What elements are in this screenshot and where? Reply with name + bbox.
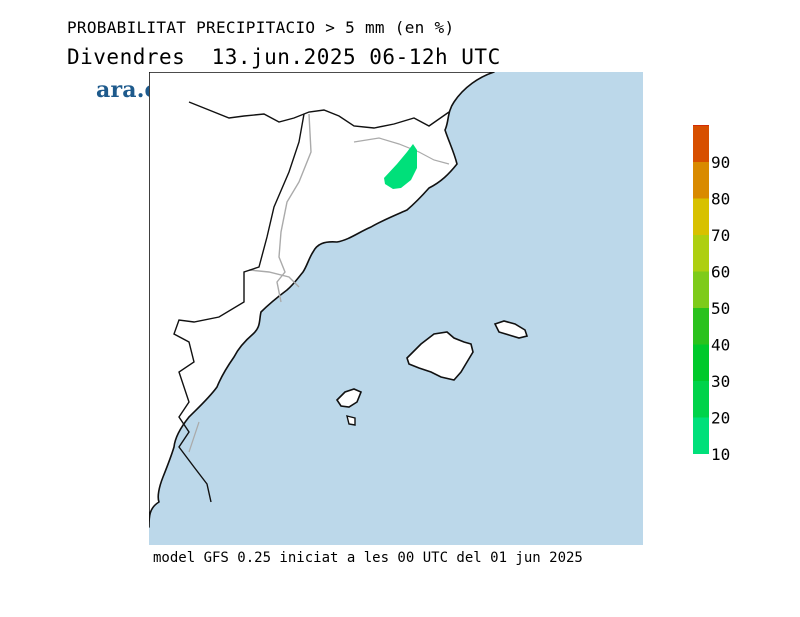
island-formentera (346, 415, 356, 426)
region-boundary-catalonia-west (276, 113, 312, 303)
mainland (149, 72, 495, 528)
legend-swatch (693, 125, 709, 162)
legend-swatch (693, 235, 709, 272)
chart-title: PROBABILITAT PRECIPITACIO > 5 mm (en %) (67, 18, 455, 37)
chart-subtitle: Divendres 13.jun.2025 06-12h UTC (67, 45, 501, 69)
island-mallorca (406, 331, 474, 381)
legend-swatch (693, 417, 709, 454)
french-border-line (188, 101, 450, 129)
legend-label: 60 (711, 263, 730, 282)
west-border-line (173, 113, 305, 503)
legend-swatch (693, 381, 709, 418)
model-run-footer: model GFS 0.25 iniciat a les 00 UTC del … (153, 550, 583, 566)
region-boundary-catalonia-south (248, 269, 300, 288)
precipitation-map (149, 72, 643, 545)
region-boundary-internal (353, 137, 450, 165)
legend-colorbar: 10 20 30 40 50 60 70 80 90 (693, 125, 730, 461)
legend-label: 50 (711, 299, 730, 318)
legend-swatch (693, 162, 709, 199)
legend-label: 30 (711, 372, 730, 391)
legend-swatch (693, 198, 709, 235)
legend-label: 20 (711, 409, 730, 428)
legend-swatch (693, 271, 709, 308)
legend-label: 10 (711, 445, 730, 461)
island-eivissa (335, 388, 363, 408)
legend-label: 40 (711, 336, 730, 355)
island-menorca (493, 320, 529, 339)
legend-label: 90 (711, 153, 730, 172)
legend-swatch (693, 344, 709, 381)
legend-label: 70 (711, 226, 730, 245)
region-boundary-valencia (188, 421, 200, 453)
legend-swatch (693, 308, 709, 345)
precip-area-10pct (384, 144, 417, 189)
legend-swatch (693, 125, 709, 126)
legend-label: 80 (711, 190, 730, 209)
